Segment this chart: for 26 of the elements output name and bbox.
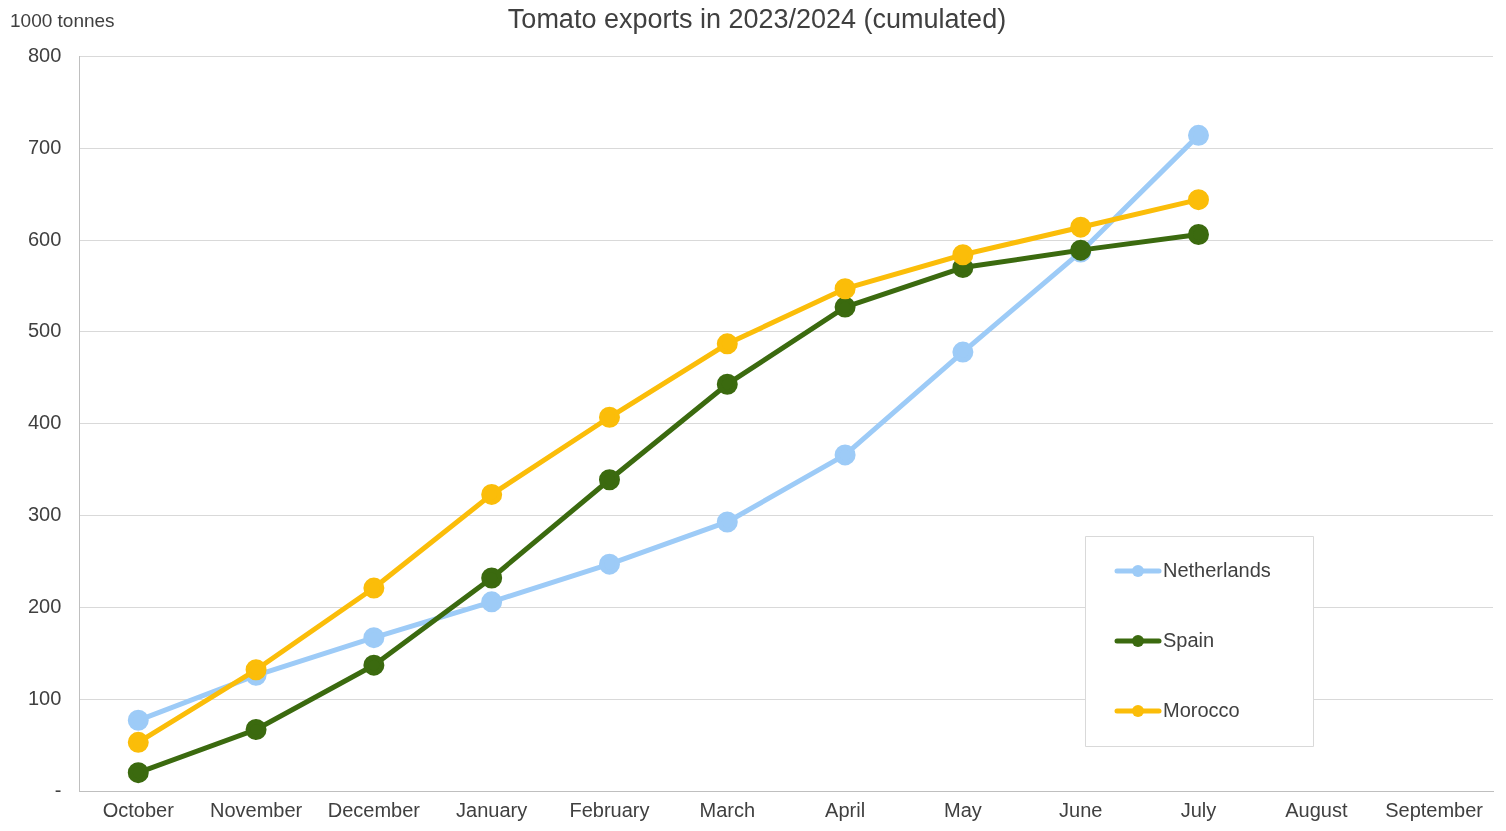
x-tick-label: March	[699, 798, 756, 821]
chart-title: Tomato exports in 2023/2024 (cumulated)	[507, 3, 1007, 34]
x-tick-label: May	[943, 798, 982, 821]
y-tick-label: 700	[27, 135, 62, 158]
y-tick-label: 600	[27, 227, 62, 250]
y-tick-label: 500	[27, 319, 62, 342]
x-tick-label: February	[569, 798, 650, 821]
x-tick-label: April	[825, 798, 866, 821]
x-tick-label: January	[456, 798, 528, 821]
x-tick-label: October	[102, 798, 175, 821]
y-tick-label: -	[54, 778, 62, 801]
y-tick-label: 800	[27, 43, 62, 66]
x-tick-label: August	[1285, 798, 1348, 821]
x-tick-label: December	[327, 798, 421, 821]
y-tick-label: 400	[27, 411, 62, 434]
legend-label: Spain	[1163, 628, 1215, 651]
y-tick-label: 300	[27, 503, 62, 526]
y-tick-label: 100	[27, 686, 62, 709]
legend-label: Morocco	[1163, 698, 1240, 721]
x-tick-label: July	[1180, 798, 1217, 821]
x-tick-label: November	[209, 798, 303, 821]
x-tick-label: June	[1059, 798, 1103, 821]
y-tick-label: 200	[27, 594, 62, 617]
y-axis-title: 1000 tonnes	[10, 9, 115, 31]
legend-label: Netherlands	[1163, 558, 1271, 581]
x-tick-label: September	[1385, 798, 1484, 821]
